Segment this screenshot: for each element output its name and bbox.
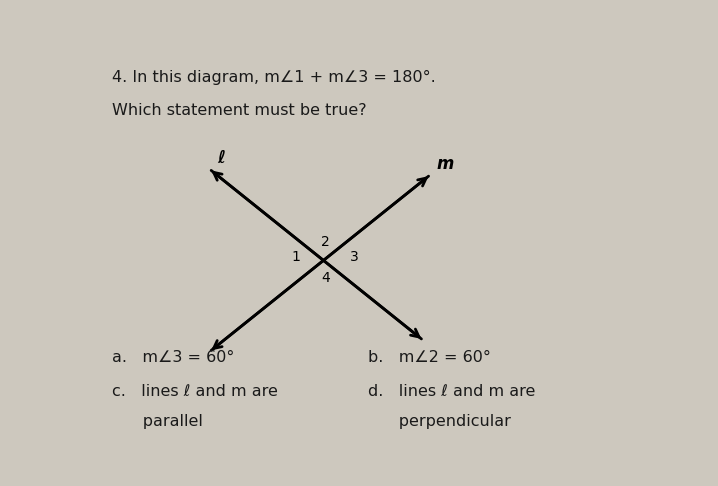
Text: 2: 2: [322, 235, 330, 248]
Text: 3: 3: [350, 250, 358, 264]
Text: m: m: [437, 155, 454, 173]
Text: Which statement must be true?: Which statement must be true?: [112, 103, 367, 118]
Text: parallel: parallel: [112, 414, 203, 429]
Text: a.   m∠3 = 60°: a. m∠3 = 60°: [112, 350, 234, 365]
Text: d.   lines ℓ and m are: d. lines ℓ and m are: [368, 384, 536, 399]
Text: 4. In this diagram, m∠1 + m∠3 = 180°.: 4. In this diagram, m∠1 + m∠3 = 180°.: [112, 69, 436, 85]
Text: b.   m∠2 = 60°: b. m∠2 = 60°: [368, 350, 491, 365]
Text: 1: 1: [291, 250, 300, 264]
Text: 4: 4: [322, 272, 330, 285]
Text: c.   lines ℓ and m are: c. lines ℓ and m are: [112, 384, 278, 399]
Text: ℓ: ℓ: [218, 149, 225, 167]
Text: perpendicular: perpendicular: [368, 414, 510, 429]
